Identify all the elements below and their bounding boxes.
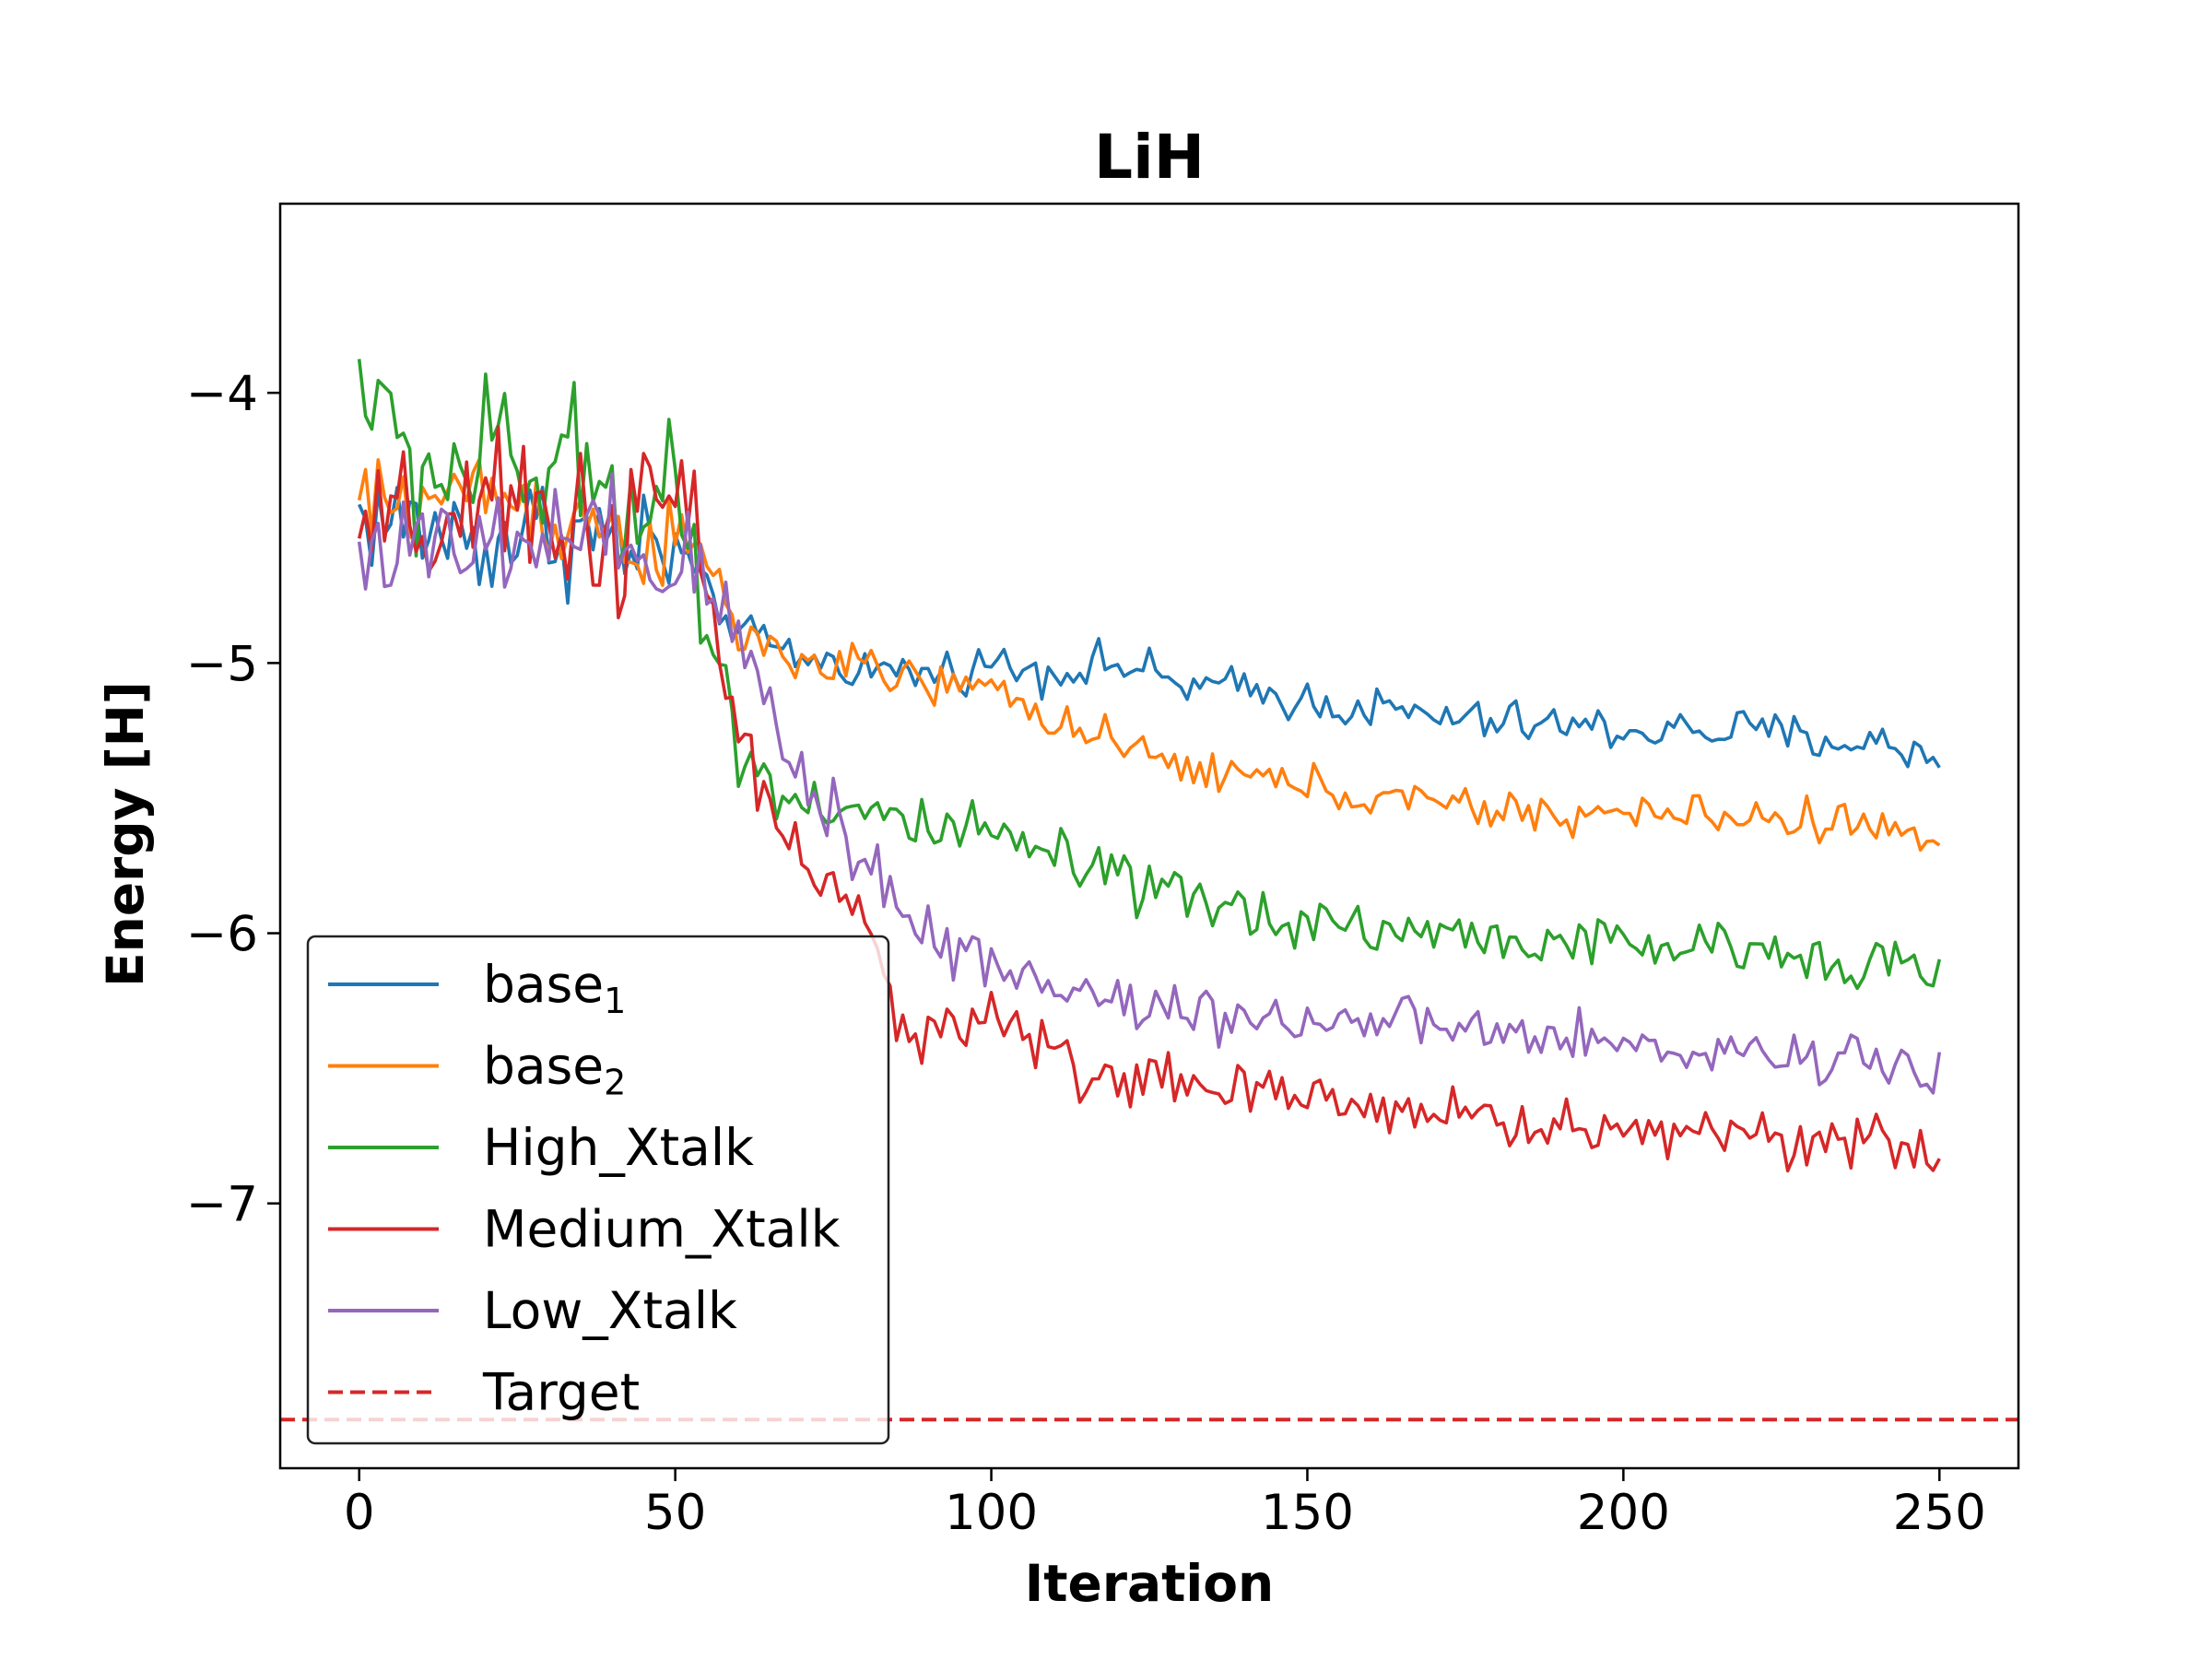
legend-entry: Low_Xtalk [328,1281,737,1340]
y-tick-label: −5 [186,636,258,692]
legend-entry: Target [328,1363,640,1422]
axis-ticks: 0 50 100 150 200 250 −4 −5 −6 −7 [186,366,1986,1541]
y-tick-label: −7 [186,1177,258,1233]
legend-box [306,935,890,1445]
legend-label: High_Xtalk [483,1118,754,1177]
legend-label: Medium_Xtalk [483,1200,841,1259]
legend-label: base1 [483,955,626,1021]
x-tick-label: 50 [644,1485,706,1541]
series-line [357,425,1941,1173]
y-tick-label: −4 [186,366,258,422]
legend-entry: base2 [328,1037,626,1103]
legend-label: Low_Xtalk [483,1281,737,1340]
y-tick-label: −6 [186,907,258,963]
legend-items: base1 base2 High_Xtalk Medium_Xtalk Low_Xtal… [328,955,841,1422]
x-tick-label: 200 [1577,1485,1670,1541]
legend-entry: High_Xtalk [328,1118,754,1177]
legend-label: base2 [483,1037,626,1103]
legend-entry: base1 [328,955,626,1021]
x-axis-title: Iteration [1025,1554,1274,1613]
legend: base1 base2 High_Xtalk Medium_Xtalk Low_Xtal… [306,935,890,1445]
series-layer [357,359,1942,1173]
series-line [357,359,1942,991]
legend-label: Target [482,1363,640,1422]
chart-title: LiH [1094,122,1205,193]
legend-entry: Medium_Xtalk [328,1200,841,1259]
y-axis-title: Energy [H] [96,681,155,987]
x-tick-label: 0 [344,1485,375,1541]
series-line [357,472,1942,1095]
x-tick-label: 150 [1261,1485,1354,1541]
plot-area-frame [278,202,2020,1470]
x-tick-label: 100 [945,1485,1038,1541]
series-line [357,457,1941,852]
x-tick-label: 250 [1893,1485,1986,1541]
